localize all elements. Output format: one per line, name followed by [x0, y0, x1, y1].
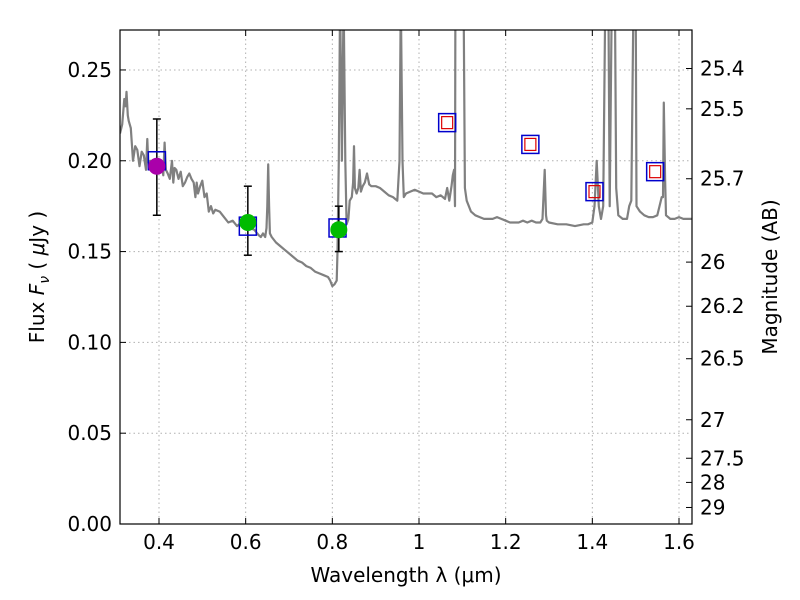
- y-label-paren: (: [25, 255, 49, 276]
- x-tick-label: 1.4: [576, 530, 608, 554]
- x-tick-label: 0.6: [230, 530, 262, 554]
- model-photometry-box: [645, 161, 665, 182]
- y2-tick-label: 28: [700, 470, 725, 494]
- axes-frame: [119, 29, 693, 525]
- observed-purple-point: [148, 157, 166, 175]
- y-tick-label: 0.10: [67, 330, 112, 354]
- upper-limit-box: [524, 137, 537, 152]
- plot-area: [120, 30, 692, 288]
- y-axis-label: Flux Fν ( μJy ): [25, 211, 53, 343]
- y2-tick-label: 26.5: [700, 347, 745, 371]
- x-tick-label: 1: [413, 530, 426, 554]
- y-tick-label: 0.15: [67, 240, 112, 264]
- y2-tick-label: 29: [700, 495, 725, 519]
- y-label-text: Flux: [25, 295, 49, 343]
- y-tick-label: 0.20: [67, 149, 112, 173]
- model-photometry-box: [585, 181, 604, 202]
- x-tick-label: 1.2: [490, 530, 522, 554]
- y2-tick-label: 27: [700, 408, 725, 432]
- y2-tick-label: 25.7: [700, 167, 745, 191]
- x-tick-label: 1.6: [663, 530, 695, 554]
- y-tick-label: 0.05: [67, 421, 112, 445]
- upper-limit-box: [441, 116, 454, 130]
- y2-tick-label: 26.2: [700, 294, 745, 318]
- y2-tick-label: 25.5: [700, 97, 745, 121]
- y2-tick-label: 25.4: [700, 57, 745, 81]
- upper-limit-box: [588, 185, 601, 199]
- upper-limit-box: [649, 165, 662, 179]
- y-label-sub: ν: [37, 276, 53, 284]
- model-photometry-box: [437, 112, 457, 133]
- y-label-var: F: [25, 283, 49, 295]
- y2-axis-label: Magnitude (AB): [758, 199, 782, 354]
- observed-green-point: [239, 214, 257, 232]
- y2-tick-label: 27.5: [700, 446, 745, 470]
- x-tick-label: 0.8: [316, 530, 348, 554]
- model-photometry-box: [521, 134, 540, 155]
- x-axis-label: Wavelength λ (μm): [310, 563, 501, 587]
- model-spectrum-line: [120, 30, 692, 288]
- y-tick-label: 0.00: [67, 512, 112, 536]
- y-label-mu: μ: [25, 243, 49, 257]
- y-label-unit: Jy ): [25, 211, 49, 245]
- y-tick-label: 0.25: [67, 58, 112, 82]
- observed-green-point: [330, 221, 348, 239]
- y2-tick-label: 26: [700, 250, 725, 274]
- x-tick-label: 0.4: [143, 530, 175, 554]
- axis-ticks: 0.4 0.6 0.8 1 1.2 1.4 1.6 0.00 0.05 0.10 0.15 0.20 0…: [67, 30, 745, 554]
